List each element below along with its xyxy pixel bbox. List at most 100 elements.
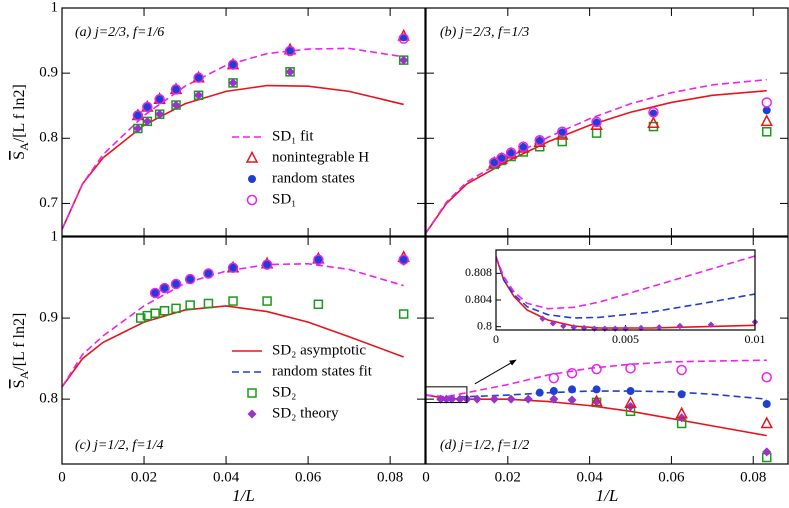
y-tick-label: 1 [51, 0, 59, 15]
legend-label: SD₂ theory [272, 405, 339, 421]
dot-marker [263, 260, 272, 269]
diamond-marker [142, 116, 152, 126]
triangle-marker [624, 396, 637, 408]
dot-marker [762, 400, 771, 409]
circle-marker [676, 364, 687, 376]
axis-frame [61, 7, 426, 237]
y-tick-label: 0.808 [465, 265, 492, 279]
legend-label: SD₂ [272, 384, 296, 400]
diamond-marker [441, 394, 451, 404]
circle-marker [142, 101, 153, 113]
dot-marker [677, 390, 686, 399]
dot-marker [314, 255, 323, 264]
circle-marker [534, 134, 545, 146]
legend-label: random states [272, 170, 355, 186]
panel: (b) j=2/3, f=1/3 [425, 7, 789, 237]
diamond-marker [655, 324, 663, 331]
x-tick-label: 0 [493, 332, 499, 346]
dot-marker [535, 136, 544, 145]
circle-marker [398, 33, 409, 44]
y-tick-label: 0.8 [477, 318, 492, 332]
curve [496, 256, 755, 319]
dot-marker [507, 149, 516, 158]
diamond-marker [489, 394, 499, 404]
x-tick-label: 0.02 [495, 469, 521, 485]
dot-marker [151, 288, 160, 297]
circle-marker [132, 110, 144, 121]
dot-marker [568, 385, 577, 394]
panel-label: (d) j=1/2, f=1/2 [440, 438, 529, 453]
axis-frame [495, 249, 756, 331]
dot-marker [626, 387, 635, 396]
dot-marker [519, 143, 528, 152]
triangle-marker [675, 406, 688, 419]
axis-frame [425, 7, 789, 237]
diamond-marker [762, 447, 772, 457]
circle-marker [193, 72, 204, 83]
circle-marker [246, 194, 258, 206]
inset-background [496, 250, 755, 330]
axis-frame [61, 236, 426, 465]
panel: 0.7 0.8 0.9 1 (a) j=2/3, f=1/6 SA/[L f ln2] SD… [11, 0, 426, 237]
triangle-marker [647, 116, 660, 129]
square-marker [136, 313, 146, 323]
x-axis-label: 1/L [596, 486, 619, 505]
curve [426, 78, 767, 234]
diamond-marker [570, 324, 577, 331]
dot-marker [549, 387, 558, 396]
dot-marker [399, 255, 408, 264]
curve [62, 262, 404, 388]
dot-marker [172, 280, 181, 289]
square-marker [398, 309, 409, 319]
y-tick-label: 0.804 [465, 292, 492, 306]
panel-label: (a) j=2/3, f=1/6 [75, 25, 164, 40]
dot-marker [649, 109, 658, 118]
square-marker [262, 296, 272, 306]
square-marker [761, 127, 772, 137]
dot-marker [172, 85, 181, 94]
diamond-marker [591, 325, 598, 332]
square-marker [142, 310, 153, 321]
x-tick-label: 0.08 [740, 469, 766, 485]
x-tick-label: 0.02 [131, 469, 157, 485]
x-tick-label: 0.01 [745, 332, 766, 346]
dot-marker [490, 159, 499, 168]
legend-label: SD₁ [272, 191, 296, 207]
dot-marker [133, 111, 142, 120]
circle-marker [184, 273, 196, 285]
square-marker [171, 303, 181, 314]
circle-marker [227, 262, 239, 274]
legend-label: nonintegrable H [272, 149, 369, 165]
triangle-marker [760, 114, 773, 127]
y-label-rest: /[L f ln2] [11, 84, 28, 142]
circle-marker [556, 126, 568, 138]
curve [426, 359, 767, 398]
circle-marker [566, 367, 578, 379]
curve [426, 89, 767, 234]
curve [62, 84, 404, 230]
panel-label: (c) j=1/2, f=1/4 [75, 438, 164, 453]
dot-marker [143, 103, 152, 112]
circle-marker [159, 282, 170, 294]
dot-marker [160, 284, 169, 293]
y-axis-label: SA/[L f ln2] [11, 313, 31, 389]
circle-marker [170, 84, 182, 95]
circle-marker [591, 363, 602, 375]
dot-marker [592, 385, 601, 394]
x-axis-label: 1/L [232, 486, 255, 505]
zoom-arrow [474, 359, 517, 385]
square-marker [203, 298, 214, 309]
legend-label: SD₁ fit [272, 128, 314, 144]
dot-marker [399, 33, 408, 42]
y-label-rest: /[L f ln2] [11, 313, 28, 371]
y-tick-label: 0.7 [39, 195, 58, 211]
square-marker [591, 128, 602, 138]
diamond-marker [472, 394, 482, 404]
circle-marker [398, 254, 409, 265]
dot-marker [229, 263, 238, 272]
legend-label: SD₂ asymptotic [272, 342, 366, 358]
circle-marker [518, 141, 529, 153]
circle-marker [149, 287, 161, 299]
circle-marker [591, 116, 602, 128]
